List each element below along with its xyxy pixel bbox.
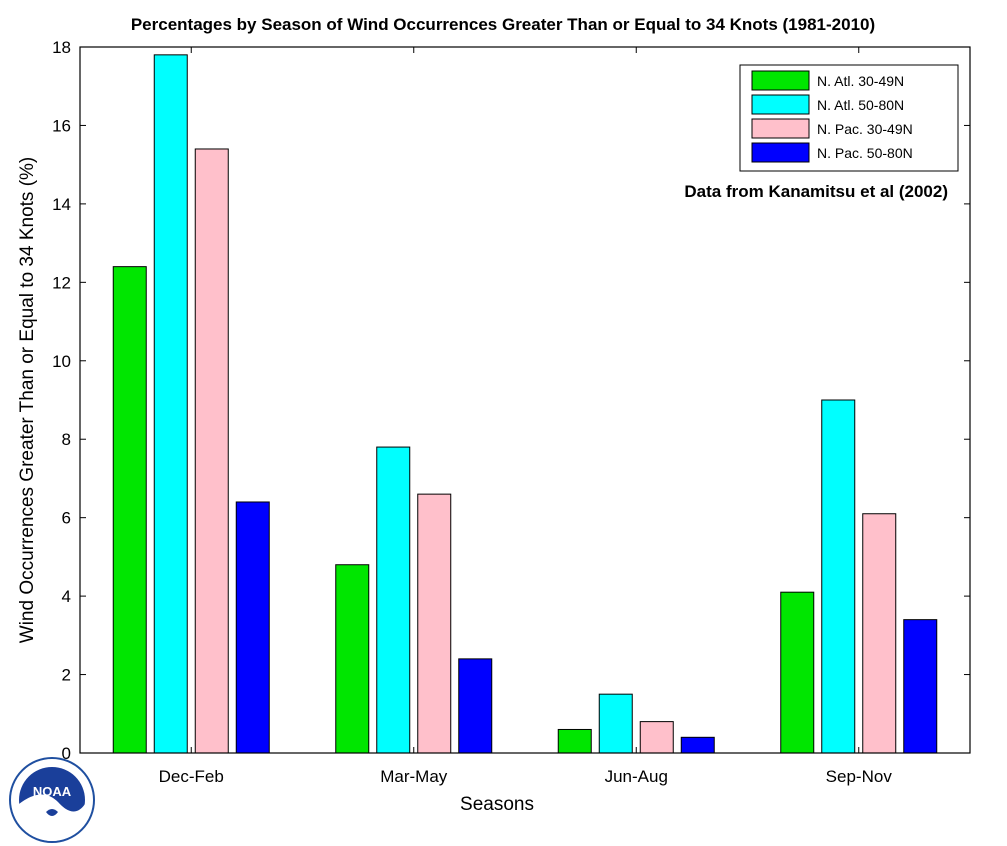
bar-sep-nov-series-4 — [903, 619, 938, 754]
bar-jun-aug-series-2 — [598, 693, 633, 754]
legend-swatch-2 — [751, 94, 810, 115]
legend-label-2: N. Atl. 50-80N — [817, 97, 904, 113]
x-tick-label: Dec-Feb — [159, 767, 224, 786]
x-tick-label: Mar-May — [380, 767, 448, 786]
bar-sep-nov-series-1 — [780, 591, 815, 754]
bar-sep-nov-series-2 — [821, 399, 856, 754]
y-tick-label: 16 — [52, 116, 71, 135]
legend-label-4: N. Pac. 50-80N — [817, 145, 913, 161]
logo-gull-icon — [19, 794, 85, 841]
legend-swatch-4 — [751, 142, 810, 163]
y-tick-label: 18 — [52, 38, 71, 57]
y-tick-label: 6 — [62, 509, 71, 528]
legend-swatch-1 — [751, 70, 810, 91]
logo-bird-icon — [46, 809, 58, 816]
legend-swatch-3 — [751, 118, 810, 139]
chart-title: Percentages by Season of Wind Occurrence… — [131, 15, 875, 34]
legend-label-3: N. Pac. 30-49N — [817, 121, 913, 137]
legend: N. Atl. 30-49N N. Atl. 50-80N N. Pac. 30-4… — [739, 64, 959, 172]
y-axis-ticks: 0 2 4 6 8 10 12 14 16 18 — [52, 38, 970, 763]
y-tick-label: 14 — [52, 195, 71, 214]
bar-dec-feb-series-2 — [153, 54, 188, 754]
y-tick-label: 2 — [62, 666, 71, 685]
bar-mar-may-series-2 — [376, 446, 411, 754]
y-tick-label: 12 — [52, 273, 71, 292]
x-tick-label: Sep-Nov — [826, 767, 893, 786]
y-tick-label: 10 — [52, 352, 71, 371]
bar-jun-aug-series-1 — [557, 728, 592, 754]
bar-jun-aug-series-4 — [680, 736, 715, 754]
y-tick-label: 0 — [62, 744, 71, 763]
bar-dec-feb-series-1 — [112, 266, 147, 754]
legend-label-1: N. Atl. 30-49N — [817, 73, 904, 89]
legend-items: N. Atl. 30-49N N. Atl. 50-80N N. Pac. 30-4… — [751, 70, 913, 163]
noaa-logo: NOAA — [9, 757, 95, 843]
y-axis-label: Wind Occurrences Greater Than or Equal t… — [17, 157, 38, 643]
x-axis-ticks: Dec-Feb Mar-May Jun-Aug Sep-Nov — [159, 47, 893, 786]
bar-dec-feb-series-3 — [194, 148, 229, 754]
bars-group — [112, 54, 938, 754]
y-tick-label: 8 — [62, 430, 71, 449]
bar-sep-nov-series-3 — [862, 513, 897, 754]
bar-mar-may-series-3 — [417, 493, 452, 754]
data-source-annotation: Data from Kanamitsu et al (2002) — [684, 182, 948, 201]
bar-dec-feb-series-4 — [235, 501, 270, 754]
x-tick-label: Jun-Aug — [605, 767, 668, 786]
bar-mar-may-series-4 — [458, 658, 493, 754]
plot-frame — [79, 46, 971, 754]
y-tick-label: 4 — [62, 587, 71, 606]
logo-text: NOAA — [33, 784, 72, 799]
bar-mar-may-series-1 — [335, 564, 370, 754]
x-axis-label: Seasons — [460, 794, 534, 815]
bar-jun-aug-series-3 — [639, 721, 674, 754]
